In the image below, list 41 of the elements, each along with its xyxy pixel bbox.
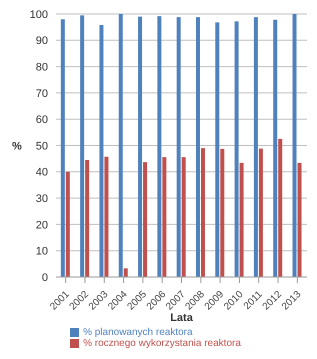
- y-tick-label: 90: [36, 35, 48, 48]
- y-tick-label: 50: [36, 140, 48, 152]
- bar: [220, 148, 224, 277]
- y-tick-label: 60: [36, 114, 48, 126]
- bar: [138, 16, 142, 277]
- legend-label: % planowanych reaktora: [83, 327, 193, 338]
- bar: [85, 160, 90, 277]
- y-tick-label: 0: [42, 272, 48, 284]
- legend-label: % rocznego wykorzystania reaktora: [83, 338, 241, 349]
- bar: [240, 162, 244, 277]
- bar: [254, 17, 258, 277]
- bar: [118, 14, 123, 277]
- bar: [258, 148, 263, 277]
- y-tick-label: 40: [36, 166, 48, 179]
- bar: [200, 148, 205, 277]
- bar: [124, 268, 128, 277]
- y-tick-label: 70: [36, 88, 48, 100]
- y-tick-label: 80: [36, 62, 48, 74]
- x-axis-title: Lata: [170, 312, 194, 324]
- bar: [292, 14, 297, 277]
- y-tick-label: 100: [30, 8, 48, 21]
- bar: [176, 17, 181, 277]
- bar: [234, 21, 239, 277]
- bar: [60, 19, 65, 277]
- y-tick-label: 20: [36, 219, 48, 232]
- bar: [66, 172, 70, 277]
- y-tick-label: 30: [36, 193, 48, 206]
- bar: [196, 17, 200, 277]
- bar: [162, 157, 166, 277]
- bar: [215, 22, 220, 277]
- bar: [104, 156, 108, 277]
- bar: [273, 20, 278, 277]
- bar: [278, 138, 282, 277]
- bar: [298, 162, 302, 277]
- bar: [99, 25, 104, 277]
- y-axis-title: %: [12, 140, 22, 152]
- bar: [157, 16, 162, 277]
- bar: [80, 15, 84, 277]
- y-tick-label: 10: [36, 246, 48, 258]
- bar: [182, 157, 186, 277]
- bar: [143, 162, 148, 277]
